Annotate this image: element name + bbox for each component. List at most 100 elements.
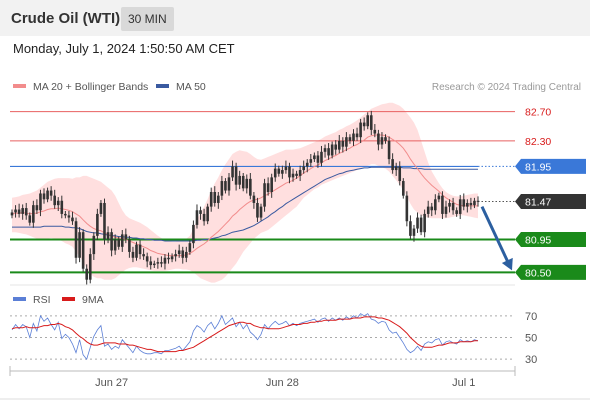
candle-body xyxy=(64,213,67,216)
candle-body xyxy=(28,215,32,223)
candle-body xyxy=(281,170,284,174)
candle-body xyxy=(142,254,145,257)
candle-body xyxy=(284,166,288,171)
candle-body xyxy=(377,133,380,145)
candle-body xyxy=(81,232,85,269)
candle-body xyxy=(42,193,46,200)
rsi-line xyxy=(11,313,479,361)
candle-body xyxy=(345,137,348,147)
forecast-arrow-head xyxy=(501,257,513,271)
pivot-label: 81.95 xyxy=(525,161,551,173)
candle-body xyxy=(78,232,81,258)
x-axis: Jun 27 Jun 28 Jul 1 xyxy=(0,366,590,400)
candle-body xyxy=(305,162,309,167)
candle-body xyxy=(96,213,99,236)
candle-body xyxy=(466,202,469,207)
candle-body xyxy=(185,251,188,258)
candle-body xyxy=(455,210,458,214)
candle-body xyxy=(398,166,402,182)
candle-body xyxy=(213,192,217,203)
candle-body xyxy=(387,140,391,160)
candle-body xyxy=(384,137,387,141)
candle-body xyxy=(252,195,256,203)
candle-body xyxy=(145,256,149,262)
candle-body xyxy=(341,140,345,147)
legend-swatch xyxy=(156,84,169,88)
candle-body xyxy=(217,195,220,203)
candle-body xyxy=(120,234,124,247)
candle-body xyxy=(106,232,110,240)
forecast-arrow-layer xyxy=(480,205,513,271)
candle-body xyxy=(373,129,377,134)
candle-body xyxy=(231,166,234,178)
candle-body xyxy=(302,166,305,171)
candle-body xyxy=(327,148,330,156)
candle-body xyxy=(394,166,398,171)
candle-body xyxy=(437,195,441,200)
rsi-ma-line xyxy=(11,316,478,353)
candle-body xyxy=(192,224,195,244)
candle-body xyxy=(451,202,455,211)
candle-body xyxy=(337,140,341,150)
legend-label: MA 20 + Bollinger Bands xyxy=(33,81,148,93)
candle-body xyxy=(152,263,156,266)
candle-body xyxy=(249,178,252,196)
support-label: 80.95 xyxy=(525,235,551,247)
candle-body xyxy=(330,144,334,156)
candle-body xyxy=(359,122,362,138)
x-tick-label: Jun 27 xyxy=(95,377,128,389)
resistance-label: 82.70 xyxy=(525,107,551,119)
rsi-tick-label: 50 xyxy=(525,333,537,345)
candle-body xyxy=(149,261,153,266)
candle-body xyxy=(99,202,103,214)
candle-body xyxy=(288,166,291,178)
current-price-box xyxy=(515,194,586,209)
chart-datetime: Monday, July 1, 2024 1:50:50 AM CET xyxy=(13,41,235,56)
current-price-label: 81.47 xyxy=(525,197,551,209)
candle-body xyxy=(103,202,106,240)
candle-body xyxy=(270,177,273,192)
candle-body xyxy=(128,239,131,252)
candle-body xyxy=(67,215,71,218)
candle-body xyxy=(444,206,448,214)
legend-label: MA 50 xyxy=(176,81,206,93)
forecast-arrow-shaft xyxy=(480,205,511,266)
ma20-line xyxy=(11,134,478,257)
resistance-label: 82.30 xyxy=(525,136,551,148)
candle-body xyxy=(369,115,373,130)
candle-body xyxy=(124,234,128,240)
rsi-legend-label: RSI xyxy=(33,294,51,306)
candle-body xyxy=(138,244,142,255)
candle-body xyxy=(110,232,113,251)
legend-layer: MA 20 + Bollinger Bands MA 50 xyxy=(13,81,206,93)
candle-body xyxy=(441,195,444,214)
candle-body xyxy=(220,181,224,196)
candle-body xyxy=(334,144,338,150)
candle-body xyxy=(391,159,394,171)
candle-body xyxy=(476,200,480,202)
candle-body xyxy=(405,195,409,222)
candle-body xyxy=(245,178,249,189)
candle-body xyxy=(430,206,434,211)
candle-body xyxy=(473,200,476,206)
candle-body xyxy=(412,228,416,236)
candle-body xyxy=(409,221,412,236)
candle-body xyxy=(117,239,121,247)
candle-body xyxy=(458,199,462,214)
copyright-text: Research © 2024 Trading Central xyxy=(432,82,581,93)
candle-body xyxy=(14,209,17,213)
candle-body xyxy=(320,151,323,163)
candle-body xyxy=(316,155,320,163)
instrument-title: Crude Oil (WTI) xyxy=(11,10,121,27)
candle-body xyxy=(298,170,302,176)
candle-body xyxy=(156,262,160,264)
rsi-panel: 70 50 30 RSI 9MA xyxy=(10,284,537,366)
candle-body xyxy=(113,239,117,251)
timeframe-badge[interactable]: 30 MIN xyxy=(121,7,174,31)
candle-body xyxy=(234,166,238,185)
candle-body xyxy=(423,213,426,233)
candle-body xyxy=(17,209,21,214)
candle-body xyxy=(426,206,430,214)
candle-body xyxy=(46,190,49,200)
